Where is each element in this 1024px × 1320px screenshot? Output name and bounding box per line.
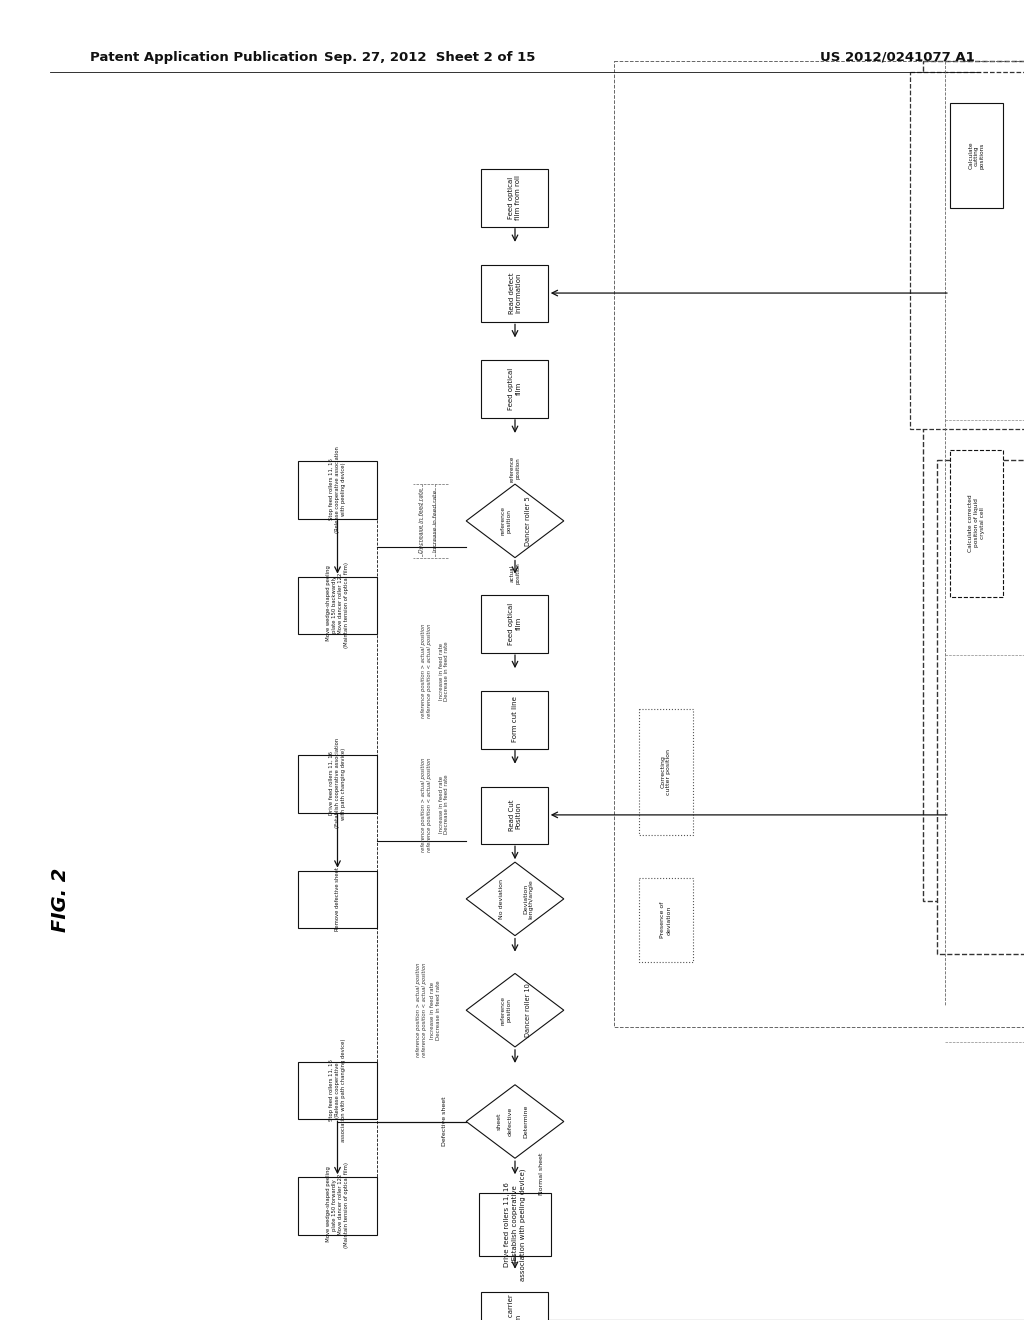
Text: Calculate corrected
position of liquid
crystal cell: Calculate corrected position of liquid c…	[969, 494, 985, 552]
Text: reference position > actual position
reference position < actual position: reference position > actual position ref…	[421, 758, 432, 851]
Text: Stop feed rollers 11, 16
(Release cooperative
association with path changing dev: Stop feed rollers 11, 16 (Release cooper…	[329, 1039, 346, 1142]
Bar	[937, 459, 1024, 953]
Text: Defective sheet: Defective sheet	[441, 1097, 446, 1146]
Text: Increase in feed rate
Decrease in feed rate: Increase in feed rate Decrease in feed r…	[438, 642, 450, 701]
Text: Drive feed rollers 11, 16
(Establish cooperative association
with path changing : Drive feed rollers 11, 16 (Establish coo…	[329, 738, 346, 829]
Bar	[924, 61, 1024, 902]
Text: Take up carrier
film: Take up carrier film	[509, 1294, 521, 1320]
Text: Calculate
cutting
positions: Calculate cutting positions	[969, 141, 985, 169]
Text: reference
position: reference position	[501, 995, 512, 1024]
Text: Feed optical
film from roll: Feed optical film from roll	[509, 176, 521, 220]
Text: Feed optical
film: Feed optical film	[509, 367, 521, 409]
Text: actual
position: actual position	[510, 562, 520, 585]
Text: Dancer roller 10: Dancer roller 10	[525, 983, 531, 1038]
Text: Presence of
deviation: Presence of deviation	[660, 902, 672, 939]
Text: US 2012/0241077 A1: US 2012/0241077 A1	[820, 50, 975, 63]
Text: Increase in feed rate
Decrease in feed rate: Increase in feed rate Decrease in feed r…	[430, 981, 440, 1040]
Bar	[481, 360, 548, 418]
Text: Read defect
information: Read defect information	[509, 272, 521, 314]
Bar	[481, 690, 548, 748]
Text: Decrease in feed rate: Decrease in feed rate	[419, 488, 424, 553]
Text: reference position > actual position
reference position < actual position: reference position > actual position ref…	[417, 964, 427, 1057]
Text: Correcting
cutter position: Correcting cutter position	[660, 748, 672, 795]
Bar	[298, 577, 378, 635]
Bar	[298, 871, 378, 928]
Text: reference position > actual position
reference position < actual position: reference position > actual position ref…	[421, 624, 432, 718]
Text: sheet: sheet	[497, 1113, 502, 1130]
Bar	[950, 450, 1004, 597]
Text: Move wedge-shaped peeling
plate 150 forwardly
  Move dancer roller 122
(Maintain: Move wedge-shaped peeling plate 150 forw…	[327, 1163, 349, 1249]
Bar	[298, 1177, 378, 1236]
Text: Patent Application Publication: Patent Application Publication	[90, 50, 317, 63]
Text: FIG. 2: FIG. 2	[50, 867, 70, 932]
Text: Drive feed rollers 11, 16
(Establish cooperative
association with peeling device: Drive feed rollers 11, 16 (Establish coo…	[505, 1168, 525, 1280]
Text: reference
position: reference position	[501, 507, 512, 536]
Bar	[298, 1061, 378, 1119]
Bar	[298, 461, 378, 519]
Text: Sep. 27, 2012  Sheet 2 of 15: Sep. 27, 2012 Sheet 2 of 15	[325, 50, 536, 63]
Text: Read Cut
Position: Read Cut Position	[509, 799, 521, 830]
Text: Stop feed rollers 11, 16
(Release cooperative association
with peeling device): Stop feed rollers 11, 16 (Release cooper…	[329, 446, 346, 533]
Text: Move wedge-shaped peeling
plate 150 backwardly
  Move dancer roller 122
(Maintai: Move wedge-shaped peeling plate 150 back…	[327, 562, 349, 648]
Bar	[481, 265, 548, 322]
Text: Increase in feed rate
Decrease in feed rate: Increase in feed rate Decrease in feed r…	[438, 775, 450, 834]
Bar	[479, 1193, 551, 1255]
Text: Dancer roller 5: Dancer roller 5	[525, 496, 531, 545]
Bar	[481, 787, 548, 845]
Text: Increase in feed rate: Increase in feed rate	[432, 490, 437, 552]
Bar	[639, 709, 692, 834]
Text: Form cut line: Form cut line	[512, 697, 518, 742]
Bar	[481, 595, 548, 653]
Text: Deviation
length/angle: Deviation length/angle	[523, 879, 534, 919]
Text: reference
position: reference position	[510, 455, 520, 482]
Text: Determine: Determine	[523, 1105, 528, 1138]
Bar	[298, 755, 378, 813]
Text: Remove defective sheet: Remove defective sheet	[335, 867, 340, 931]
Bar	[950, 103, 1004, 209]
Bar	[481, 1291, 548, 1320]
Bar	[639, 878, 692, 962]
Text: No deviation: No deviation	[499, 879, 504, 919]
Bar	[910, 71, 1024, 429]
Text: defective: defective	[508, 1107, 513, 1137]
Bar	[481, 169, 548, 227]
Text: Normal sheet: Normal sheet	[539, 1152, 544, 1195]
Bar	[614, 61, 1024, 1027]
Text: Feed optical
film: Feed optical film	[509, 603, 521, 645]
